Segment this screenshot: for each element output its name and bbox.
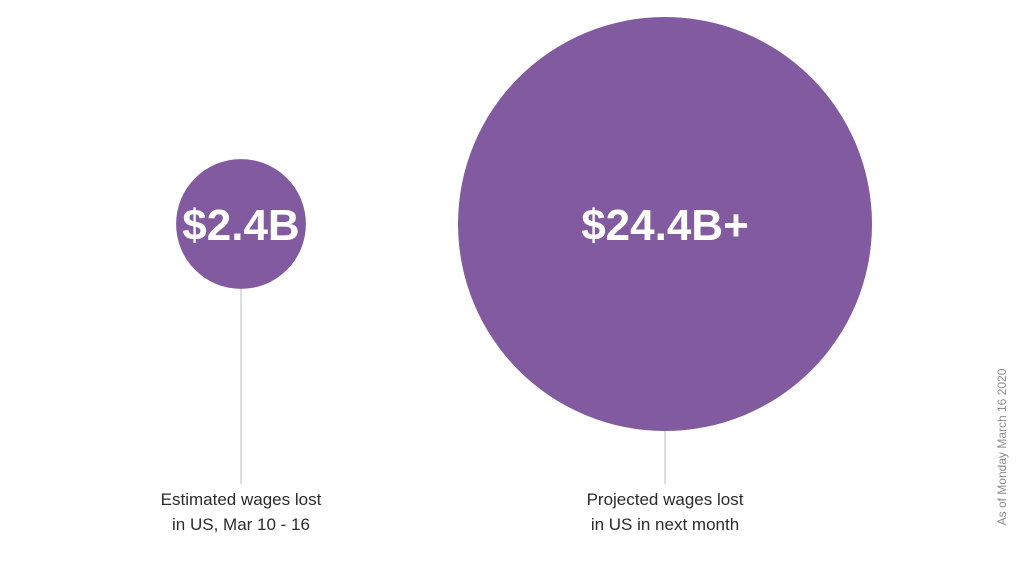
bubble-estimated-wages-lost: [176, 159, 306, 289]
caption-projected-line-1: Projected wages lost: [587, 490, 744, 509]
caption-estimated-line-1: Estimated wages lost: [161, 490, 322, 509]
value-label-projected: $24.4B+: [581, 201, 749, 250]
caption-estimated-line-2: in US, Mar 10 - 16: [172, 515, 310, 534]
value-label-estimated: $2.4B: [182, 201, 299, 250]
date-note: As of Monday March 16 2020: [995, 368, 1009, 525]
bubble-projected-wages-lost: [458, 17, 872, 431]
caption-projected-line-2: in US in next month: [591, 515, 739, 534]
